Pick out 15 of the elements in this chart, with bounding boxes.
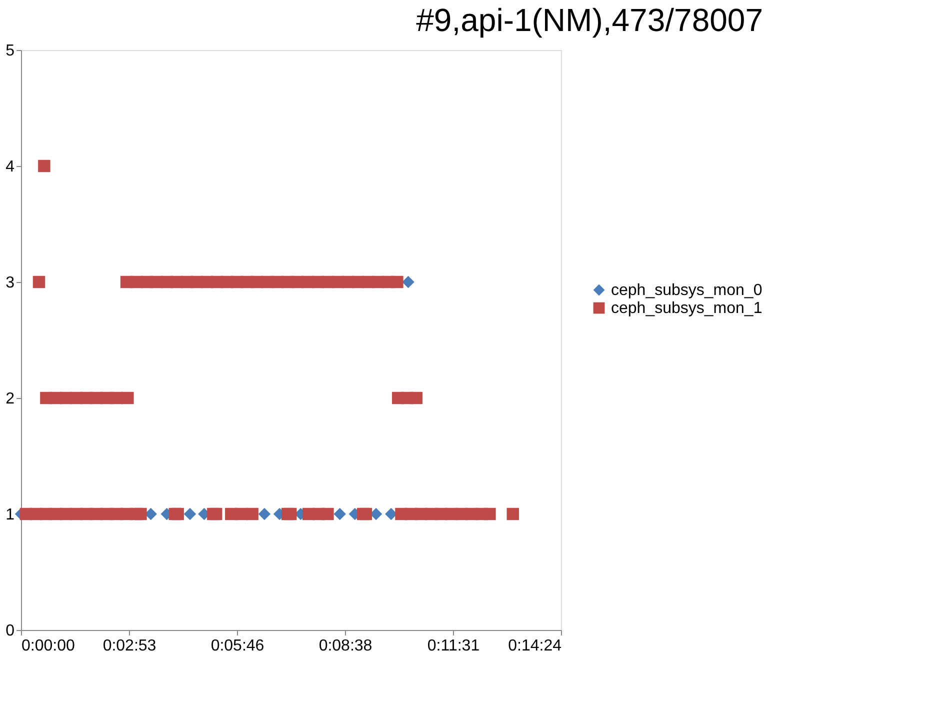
x-tick-label: 0:08:38 bbox=[318, 638, 372, 654]
legend-label: ceph_subsys_mon_1 bbox=[611, 300, 762, 317]
x-tick-label: 0:11:31 bbox=[427, 638, 480, 654]
x-tick-label: 0:02:53 bbox=[102, 638, 156, 654]
y-tick-label: 0 bbox=[6, 622, 15, 640]
y-tick-label: 3 bbox=[6, 274, 15, 292]
y-tick-label: 5 bbox=[6, 42, 15, 60]
chart-title: #9,api-1(NM),473/78007 bbox=[416, 2, 763, 38]
y-tick-label: 1 bbox=[6, 506, 15, 524]
x-tick-label: 0:14:24 bbox=[508, 638, 562, 654]
y-tick-label: 4 bbox=[6, 158, 15, 176]
legend-label: ceph_subsys_mon_0 bbox=[611, 282, 762, 299]
x-tick-label: 0:05:46 bbox=[210, 638, 264, 654]
y-tick-label: 2 bbox=[6, 390, 15, 408]
x-tick-label: 0:00:00 bbox=[22, 638, 75, 654]
